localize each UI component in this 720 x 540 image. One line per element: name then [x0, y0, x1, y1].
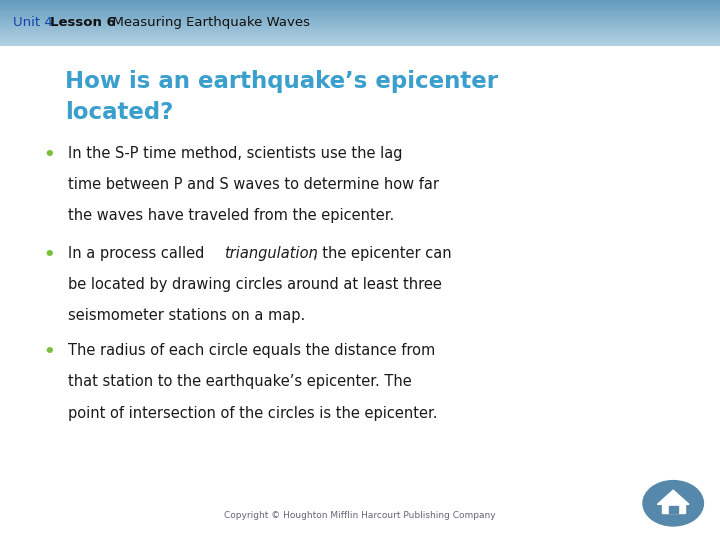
Text: , the epicenter can: , the epicenter can: [313, 246, 451, 261]
Bar: [0, 20, 720, 21]
Text: •: •: [43, 343, 55, 361]
Circle shape: [643, 481, 703, 526]
Text: How is an earthquake’s epicenter: How is an earthquake’s epicenter: [65, 70, 498, 93]
Bar: [0, 17, 720, 18]
Bar: [0, 3, 720, 4]
Bar: [0, 36, 720, 37]
Bar: [0, 23, 720, 24]
Bar: [0, 43, 720, 44]
Bar: [0, 19, 720, 20]
Bar: [0, 8, 720, 9]
Bar: [0, 33, 720, 35]
Bar: [0, 13, 720, 14]
Text: Copyright © Houghton Mifflin Harcourt Publishing Company: Copyright © Houghton Mifflin Harcourt Pu…: [224, 511, 496, 520]
Text: •: •: [43, 146, 55, 164]
Bar: [0, 0, 720, 1]
Text: time between P and S waves to determine how far: time between P and S waves to determine …: [68, 177, 439, 192]
Bar: [0, 25, 720, 26]
Text: seismometer stations on a map.: seismometer stations on a map.: [68, 308, 306, 323]
Bar: [0, 29, 720, 30]
Bar: [0, 9, 720, 10]
Bar: [0, 31, 720, 32]
Bar: [0, 39, 720, 40]
Bar: [0, 44, 720, 45]
Text: In the S-P time method, scientists use the lag: In the S-P time method, scientists use t…: [68, 146, 403, 161]
Polygon shape: [669, 507, 678, 513]
Text: In a process called: In a process called: [68, 246, 210, 261]
Bar: [0, 10, 720, 11]
Bar: [0, 1, 720, 2]
Bar: [0, 14, 720, 15]
Bar: [0, 6, 720, 7]
Text: The radius of each circle equals the distance from: The radius of each circle equals the dis…: [68, 343, 436, 358]
Bar: [0, 38, 720, 39]
Text: Unit 4: Unit 4: [13, 16, 57, 30]
Bar: [0, 5, 720, 6]
Bar: [0, 32, 720, 33]
Text: triangulation: triangulation: [224, 246, 318, 261]
Bar: [0, 45, 720, 46]
Bar: [0, 11, 720, 12]
Text: point of intersection of the circles is the epicenter.: point of intersection of the circles is …: [68, 406, 438, 421]
Polygon shape: [662, 504, 685, 513]
Bar: [0, 42, 720, 43]
Text: the waves have traveled from the epicenter.: the waves have traveled from the epicent…: [68, 208, 395, 224]
Text: located?: located?: [65, 101, 174, 124]
Bar: [0, 27, 720, 28]
Bar: [0, 28, 720, 29]
Bar: [0, 2, 720, 3]
Text: that station to the earthquake’s epicenter. The: that station to the earthquake’s epicent…: [68, 374, 412, 389]
Bar: [0, 18, 720, 19]
Bar: [0, 24, 720, 25]
Bar: [0, 26, 720, 27]
Bar: [0, 21, 720, 22]
Bar: [0, 37, 720, 38]
Text: Lesson 6: Lesson 6: [50, 16, 116, 30]
Text: Measuring Earthquake Waves: Measuring Earthquake Waves: [104, 16, 310, 30]
Bar: [0, 22, 720, 23]
Bar: [0, 40, 720, 42]
Bar: [0, 7, 720, 8]
Text: •: •: [43, 246, 55, 264]
Bar: [0, 16, 720, 17]
Bar: [0, 12, 720, 13]
Bar: [0, 35, 720, 36]
Bar: [0, 15, 720, 16]
Bar: [0, 30, 720, 31]
Polygon shape: [657, 490, 689, 504]
Text: be located by drawing circles around at least three: be located by drawing circles around at …: [68, 277, 442, 292]
